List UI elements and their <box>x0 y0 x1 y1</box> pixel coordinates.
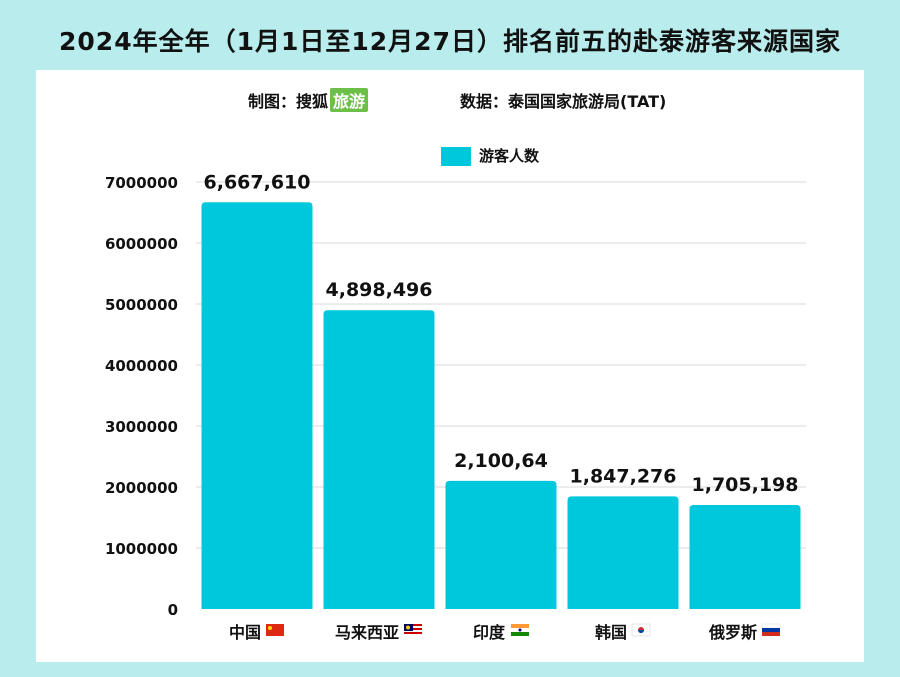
credits-line: 制图：搜狐 旅游 数据：泰国国家旅游局(TAT) <box>0 88 900 112</box>
x-category-label: 韩国 <box>595 623 627 642</box>
source-credit: 数据：泰国国家旅游局(TAT) <box>460 92 667 111</box>
x-category-label: 印度 <box>473 623 506 642</box>
flag-my-icon <box>404 624 423 636</box>
legend-label: 游客人数 <box>479 147 540 165</box>
bar-data-label: 2,100,64 <box>454 450 548 472</box>
chart-title: 2024年全年（1月1日至12月27日）排名前五的赴泰游客来源国家 <box>59 27 841 56</box>
bar-data-label: 1,705,198 <box>692 474 799 496</box>
y-tick-label: 7000000 <box>105 174 178 192</box>
x-category-label: 中国 <box>229 623 261 642</box>
x-category-label: 马来西亚 <box>335 623 399 642</box>
maker-label: 制图：搜狐 <box>248 92 329 111</box>
bar-data-label: 4,898,496 <box>326 279 433 301</box>
x-category-label: 俄罗斯 <box>708 623 757 642</box>
y-tick-label: 1000000 <box>105 540 178 558</box>
y-tick-label: 3000000 <box>105 418 178 436</box>
y-tick-label: 5000000 <box>105 296 178 314</box>
flag-ru-icon <box>761 623 781 636</box>
y-tick-label: 6000000 <box>105 235 178 253</box>
bar-data-label: 1,847,276 <box>570 465 677 487</box>
bar <box>445 480 557 609</box>
bar <box>567 496 679 609</box>
flag-in-icon <box>510 624 529 636</box>
legend: 游客人数 <box>441 145 540 166</box>
maker-badge: 旅游 <box>330 88 369 112</box>
bar <box>201 202 313 609</box>
y-tick-label: 4000000 <box>105 357 178 375</box>
bar-data-label: 6,667,610 <box>204 171 311 193</box>
y-tick-label: 2000000 <box>105 479 178 497</box>
y-tick-label: 0 <box>168 601 178 619</box>
legend-swatch <box>441 147 471 166</box>
bar <box>323 310 435 609</box>
flag-kr-icon <box>631 623 651 637</box>
maker-credit: 制图：搜狐 旅游 <box>248 88 369 112</box>
flag-cn-icon <box>266 624 285 636</box>
bar <box>689 504 801 609</box>
